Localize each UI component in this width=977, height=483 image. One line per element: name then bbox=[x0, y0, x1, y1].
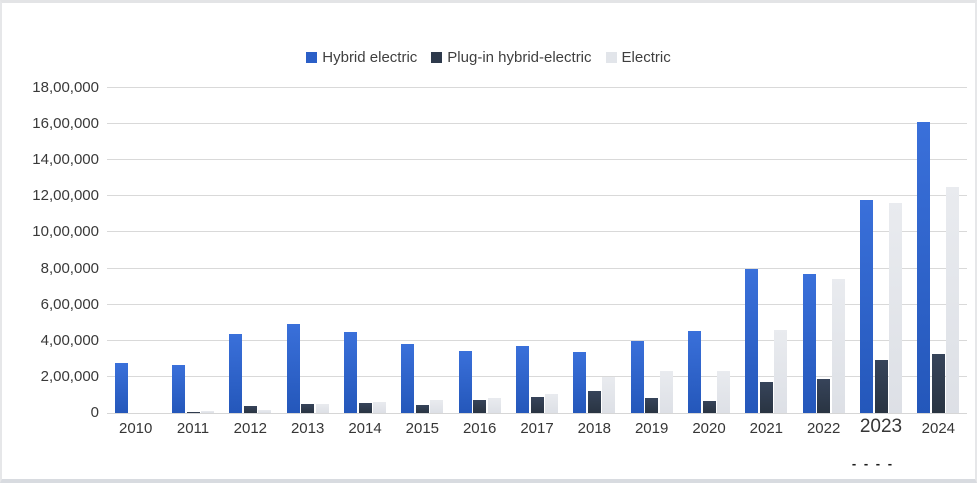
gridline bbox=[107, 231, 967, 233]
legend-swatch-electric-icon bbox=[605, 52, 617, 63]
bar-2010 bbox=[114, 363, 128, 413]
bar-2023 bbox=[860, 199, 873, 413]
bar-2017 bbox=[545, 394, 558, 413]
gridline bbox=[107, 375, 967, 377]
bar-2013 bbox=[315, 404, 329, 413]
bar-2014 bbox=[344, 331, 357, 413]
bar-2019 bbox=[645, 397, 659, 413]
bar-2012 bbox=[229, 334, 243, 413]
bar-2012 bbox=[258, 410, 272, 413]
bar-2023 bbox=[874, 359, 888, 413]
bar-2021 bbox=[759, 381, 773, 413]
x-tick-label-2013: 2013 bbox=[290, 420, 325, 437]
bar-2020 bbox=[702, 401, 716, 413]
bar-2015 bbox=[415, 405, 429, 413]
gridline bbox=[107, 303, 967, 305]
bar-2023 bbox=[889, 202, 902, 413]
plot-area: 0 2,00,000 4,00,000 6,00,000 8,00,000 10,00,0… bbox=[32, 79, 967, 471]
bar-2016 bbox=[458, 350, 472, 413]
x-tick-label-2020: 2020 bbox=[692, 420, 726, 437]
gridline bbox=[107, 339, 967, 341]
legend-label-plugin-hybrid: Plug-in hybrid-electric bbox=[447, 49, 592, 66]
x-tick-label-2019: 2019 bbox=[634, 420, 669, 437]
legend-label-electric: Electric bbox=[621, 49, 671, 66]
bar-2013 bbox=[286, 323, 300, 413]
x-tick-label-2024: 2024 bbox=[921, 420, 956, 437]
y-tick-label: 2,00,000 bbox=[40, 367, 99, 385]
bar-2024 bbox=[946, 187, 960, 413]
bar-2022 bbox=[831, 278, 845, 413]
y-tick-label: 6,00,000 bbox=[40, 295, 99, 313]
bar-2018 bbox=[573, 351, 587, 413]
bar-2017 bbox=[530, 396, 544, 413]
y-tick-label: 12,00,000 bbox=[32, 187, 99, 205]
y-tick-label: 14,00,000 bbox=[32, 151, 99, 169]
bar-2022 bbox=[817, 378, 831, 413]
bar-2015 bbox=[430, 400, 444, 413]
x-tick-label-2016: 2016 bbox=[462, 420, 497, 437]
y-tick-label: 4,00,000 bbox=[40, 331, 99, 349]
y-tick-label: 18,00,000 bbox=[32, 79, 99, 96]
y-tick-label: 16,00,000 bbox=[32, 115, 99, 133]
bar-2014 bbox=[373, 401, 386, 413]
bar-2020 bbox=[688, 330, 701, 413]
y-tick-label: 0 bbox=[90, 404, 99, 421]
legend-item-hybrid-electric: Hybrid electric bbox=[306, 49, 417, 66]
x-tick-label-2021: 2021 bbox=[749, 420, 784, 437]
legend-label-hybrid-electric: Hybrid electric bbox=[322, 49, 418, 66]
x-tick-label-2023: 2023 bbox=[859, 416, 903, 437]
legend-swatch-plugin-hybrid-icon bbox=[431, 52, 443, 63]
bar-2013 bbox=[301, 404, 315, 413]
x-tick-label-2018: 2018 bbox=[577, 420, 612, 437]
bar-2019 bbox=[659, 371, 673, 413]
bar-2021 bbox=[774, 329, 788, 413]
bar-2018 bbox=[587, 390, 601, 413]
bar-2022 bbox=[802, 273, 816, 413]
x-tick-label-2015: 2015 bbox=[405, 420, 440, 437]
bar-2011 bbox=[186, 411, 200, 413]
gridline bbox=[107, 195, 967, 197]
bar-2020 bbox=[717, 370, 730, 413]
x-note-dashes: - - - - bbox=[851, 456, 895, 471]
bar-2018 bbox=[602, 376, 616, 413]
x-tick-label-2022: 2022 bbox=[806, 420, 841, 437]
gridline bbox=[107, 123, 967, 125]
legend-item-plugin-hybrid: Plug-in hybrid-electric bbox=[431, 49, 592, 66]
gridline bbox=[107, 159, 967, 161]
bar-2024 bbox=[917, 122, 931, 413]
gridline bbox=[107, 267, 967, 269]
x-tick-label-2017: 2017 bbox=[520, 420, 554, 437]
bar-2016 bbox=[473, 400, 487, 413]
bar-2016 bbox=[487, 397, 501, 413]
legend-item-electric: Electric bbox=[605, 49, 671, 66]
bar-2015 bbox=[401, 344, 415, 413]
bar-2014 bbox=[358, 403, 372, 413]
x-tick-label-2011: 2011 bbox=[176, 420, 210, 437]
gridline bbox=[107, 87, 967, 88]
bar-2024 bbox=[931, 354, 945, 413]
y-tick-label: 8,00,000 bbox=[40, 259, 99, 277]
bar-2019 bbox=[630, 340, 644, 413]
legend-swatch-hybrid-electric-icon bbox=[306, 52, 318, 63]
bar-2011 bbox=[201, 411, 214, 413]
bar-2012 bbox=[243, 405, 257, 413]
x-tick-label-2014: 2014 bbox=[348, 420, 382, 437]
x-tick-label-2012: 2012 bbox=[233, 420, 268, 437]
x-tick-label-2010: 2010 bbox=[118, 420, 153, 437]
bar-2017 bbox=[516, 346, 529, 413]
chart-legend: Hybrid electric Plug-in hybrid-electric … bbox=[2, 49, 975, 66]
bar-2011 bbox=[172, 365, 185, 413]
y-tick-label: 10,00,000 bbox=[32, 223, 99, 241]
bar-2021 bbox=[745, 268, 759, 413]
